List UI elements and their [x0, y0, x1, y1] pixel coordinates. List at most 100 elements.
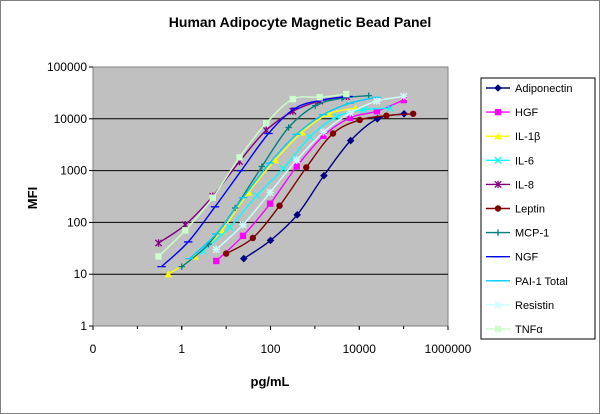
y-tick-label: 1 — [80, 319, 87, 333]
data-point — [293, 156, 301, 164]
data-point — [303, 164, 310, 171]
legend-label: IL-6 — [515, 155, 534, 167]
legend-marker — [494, 205, 502, 212]
x-tick-label: 1000000 — [425, 342, 472, 356]
series-line — [189, 96, 377, 260]
data-point — [209, 194, 216, 201]
legend-label: NGF — [515, 252, 539, 264]
series-pai-1-total — [185, 96, 381, 260]
legend-item-leptin: Leptin — [486, 204, 545, 216]
legend-marker — [494, 180, 502, 189]
data-point — [312, 102, 319, 109]
legend-label: Adiponectin — [515, 83, 573, 95]
data-point — [266, 236, 275, 245]
legend-label: PAI-1 Total — [515, 276, 568, 288]
data-point — [258, 163, 266, 170]
y-tick-label: 1000 — [60, 164, 87, 178]
x-tick-label: 1 — [178, 342, 185, 356]
data-point — [373, 108, 381, 115]
legend-item-pai-1-total: PAI-1 Total — [486, 276, 568, 288]
data-point — [293, 163, 300, 170]
data-point — [298, 128, 306, 136]
data-point — [239, 232, 247, 240]
series-resistin — [212, 92, 408, 254]
x-tick-label: 0 — [90, 342, 97, 356]
data-point — [164, 270, 173, 278]
data-point — [276, 202, 283, 209]
legend-marker — [494, 325, 502, 333]
x-axis-label: pg/mL — [251, 374, 290, 389]
legend-item-il-8: IL-8 — [486, 179, 534, 191]
legend-label: TNFα — [515, 324, 543, 336]
data-point — [213, 257, 220, 265]
legend-item-il-1: IL-1β — [486, 131, 540, 143]
legend-item-mcp-1: MCP-1 — [486, 228, 549, 240]
data-point — [154, 239, 163, 247]
data-point — [333, 112, 341, 121]
legend-item-il-6: IL-6 — [486, 155, 534, 167]
series-adiponectin — [239, 109, 408, 263]
series-il-6 — [199, 104, 394, 255]
data-point — [212, 245, 220, 254]
chart-title: Human Adipocyte Magnetic Bead Panel — [169, 14, 431, 30]
data-point — [346, 114, 354, 121]
series-leptin — [222, 110, 417, 257]
data-point — [266, 200, 274, 207]
data-point — [343, 90, 350, 98]
series-tnf — [155, 90, 350, 260]
legend-label: Leptin — [515, 204, 545, 216]
legend-marker — [494, 156, 502, 164]
data-point — [285, 124, 292, 131]
legend-label: Resistin — [515, 300, 554, 312]
data-point — [239, 221, 247, 229]
data-point — [329, 130, 337, 137]
data-point — [320, 171, 328, 180]
data-point — [262, 126, 270, 134]
legend-item-adiponectin: Adiponectin — [486, 83, 573, 95]
y-tick-label: 10000 — [54, 112, 88, 126]
plot-area — [92, 66, 449, 327]
data-point — [386, 104, 394, 112]
data-point — [383, 112, 390, 119]
data-point — [289, 95, 297, 103]
data-point — [319, 128, 328, 136]
data-point — [356, 116, 363, 124]
y-axis-label: MFI — [25, 187, 40, 209]
legend-label: IL-1β — [515, 131, 540, 143]
data-point — [262, 120, 270, 127]
legend-marker — [494, 301, 502, 309]
y-tick-label: 100000 — [47, 60, 87, 74]
legend-marker — [494, 108, 502, 116]
data-point — [225, 223, 234, 232]
legend-item-hgf: HGF — [486, 107, 539, 119]
data-point — [409, 110, 417, 117]
data-point — [316, 94, 323, 101]
series-mcp-1 — [178, 92, 372, 270]
data-point — [239, 254, 248, 263]
data-point — [373, 97, 381, 105]
data-point — [253, 191, 261, 200]
legend-marker — [494, 229, 502, 236]
data-point — [218, 226, 226, 234]
legend: Adiponectin HGF IL-1β IL-6 IL-8 Leptin MCP-1 NG… — [480, 77, 596, 340]
legend-label: IL-8 — [515, 179, 534, 191]
data-point — [306, 133, 314, 141]
data-point — [346, 109, 354, 117]
data-point — [279, 164, 288, 173]
x-tick-label: 100 — [260, 342, 280, 356]
data-point — [399, 92, 408, 101]
legend-marker — [494, 132, 502, 140]
data-point — [365, 92, 372, 99]
data-point — [178, 263, 185, 270]
data-point — [293, 211, 302, 219]
legend-label: HGF — [515, 107, 539, 119]
data-point — [222, 250, 230, 257]
legend-label: MCP-1 — [515, 228, 549, 240]
data-point — [271, 156, 279, 164]
x-tick-label: 10000 — [343, 342, 377, 356]
data-point — [346, 136, 355, 145]
data-point — [155, 253, 162, 260]
legend-marker — [494, 84, 502, 92]
